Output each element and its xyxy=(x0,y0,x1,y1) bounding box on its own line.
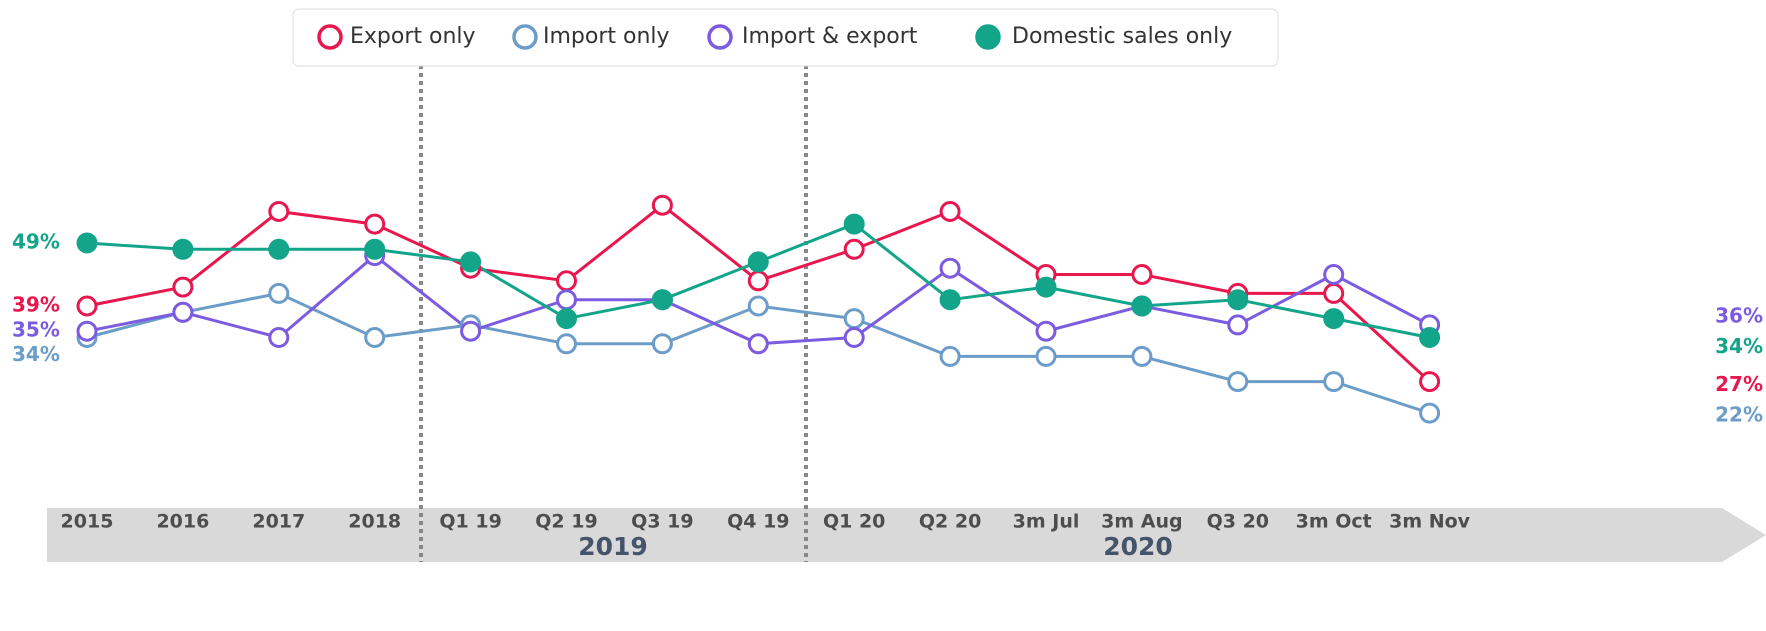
data-label: 27% xyxy=(1715,372,1763,396)
x-tick-label: 3m Nov xyxy=(1389,511,1471,533)
point xyxy=(939,345,961,367)
data-label: 34% xyxy=(1715,334,1763,358)
data-label: 34% xyxy=(12,342,60,366)
point xyxy=(939,257,961,279)
data-label: 35% xyxy=(12,318,60,342)
point xyxy=(1419,371,1441,393)
point xyxy=(939,289,961,311)
x-tick-label: 3m Jul xyxy=(1013,511,1080,533)
point xyxy=(747,333,769,355)
point xyxy=(268,201,290,222)
data-label: 49% xyxy=(12,230,60,254)
point xyxy=(651,333,673,355)
point xyxy=(1131,264,1153,285)
point xyxy=(556,308,577,330)
point xyxy=(1419,327,1441,348)
point xyxy=(747,251,769,273)
x-tick-label: Q1 20 xyxy=(823,511,885,533)
point xyxy=(556,289,577,311)
point xyxy=(843,308,865,330)
point xyxy=(1035,345,1057,367)
point xyxy=(268,238,290,260)
point xyxy=(460,320,482,342)
x-tick-label: Q3 19 xyxy=(631,511,693,533)
group-label: 2019 xyxy=(578,532,648,561)
point xyxy=(1323,282,1345,304)
point xyxy=(1227,289,1249,311)
point xyxy=(651,289,673,311)
point xyxy=(651,194,673,216)
legend-label: Export only xyxy=(350,24,476,49)
point xyxy=(1419,402,1441,424)
point xyxy=(364,327,386,348)
timeline-band xyxy=(47,508,1766,562)
point xyxy=(1035,320,1057,342)
legend-label: Domestic sales only xyxy=(1012,24,1232,49)
x-tick-label: Q4 19 xyxy=(727,511,789,533)
point xyxy=(1227,314,1249,336)
data-label: 22% xyxy=(1715,403,1763,427)
point xyxy=(843,238,865,260)
legend-marker xyxy=(975,24,1001,50)
data-label: 39% xyxy=(12,293,60,317)
legend-marker xyxy=(707,24,733,50)
legend xyxy=(292,8,1279,67)
point xyxy=(556,333,577,355)
point xyxy=(1131,295,1153,317)
point xyxy=(460,251,482,273)
point xyxy=(1035,276,1057,298)
point xyxy=(1323,264,1345,285)
point xyxy=(1323,308,1345,330)
point xyxy=(268,327,290,348)
point xyxy=(364,238,386,260)
group-label: 2020 xyxy=(1103,532,1173,561)
legend-label: Import & export xyxy=(742,24,918,49)
x-tick-label: 3m Oct xyxy=(1296,511,1372,533)
legend-marker xyxy=(512,24,538,50)
legend-marker xyxy=(317,24,343,50)
point xyxy=(747,270,769,292)
point xyxy=(747,295,769,317)
x-tick-label: Q2 19 xyxy=(535,511,597,533)
point xyxy=(939,201,961,222)
x-tick-label: 2017 xyxy=(252,511,305,533)
point xyxy=(76,295,98,317)
x-tick-label: Q2 20 xyxy=(919,511,981,533)
point xyxy=(76,232,98,254)
point xyxy=(172,276,194,298)
point xyxy=(843,327,865,348)
point xyxy=(1227,371,1249,393)
point xyxy=(76,320,98,342)
point xyxy=(172,301,194,323)
point xyxy=(843,213,865,235)
x-tick-label: Q3 20 xyxy=(1207,511,1269,533)
x-tick-label: 2018 xyxy=(348,511,401,533)
x-tick-label: 3m Aug xyxy=(1101,511,1182,533)
legend-label: Import only xyxy=(543,24,670,49)
point xyxy=(1323,371,1345,393)
point xyxy=(268,282,290,304)
x-tick-label: 2016 xyxy=(156,511,209,533)
data-label: 36% xyxy=(1715,303,1763,327)
point xyxy=(364,213,386,235)
point xyxy=(556,270,577,292)
point xyxy=(1131,345,1153,367)
x-tick-label: Q1 19 xyxy=(439,511,501,533)
point xyxy=(172,238,194,260)
x-tick-label: 2015 xyxy=(61,511,114,533)
